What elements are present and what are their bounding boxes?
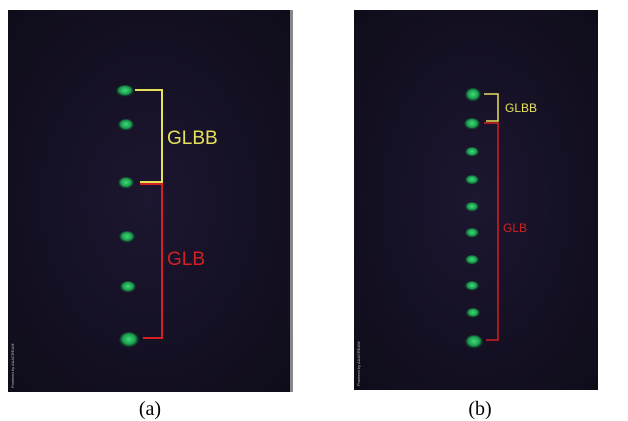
watermark: Powered by AAACREAM [356,342,361,386]
panel-label: (b) [468,398,491,420]
photo [8,10,290,392]
panel-a: GLBB GLB Powered by AAACREAM (a) [8,10,293,420]
annotation: GLBB [167,128,218,149]
edge [290,10,293,392]
panel-label: (a) [139,398,161,420]
watermark: Powered by AAACREAM [10,344,15,388]
annotation: GLB [503,221,527,235]
annotation: GLB [167,249,205,270]
panel-b: GLBB GLB Powered by AAACREAM (b) [354,10,598,420]
photo [354,10,598,390]
annotation: GLBB [505,101,537,115]
figure: GLBB GLB Powered by AAACREAM (a) GLBB GL… [0,0,628,421]
